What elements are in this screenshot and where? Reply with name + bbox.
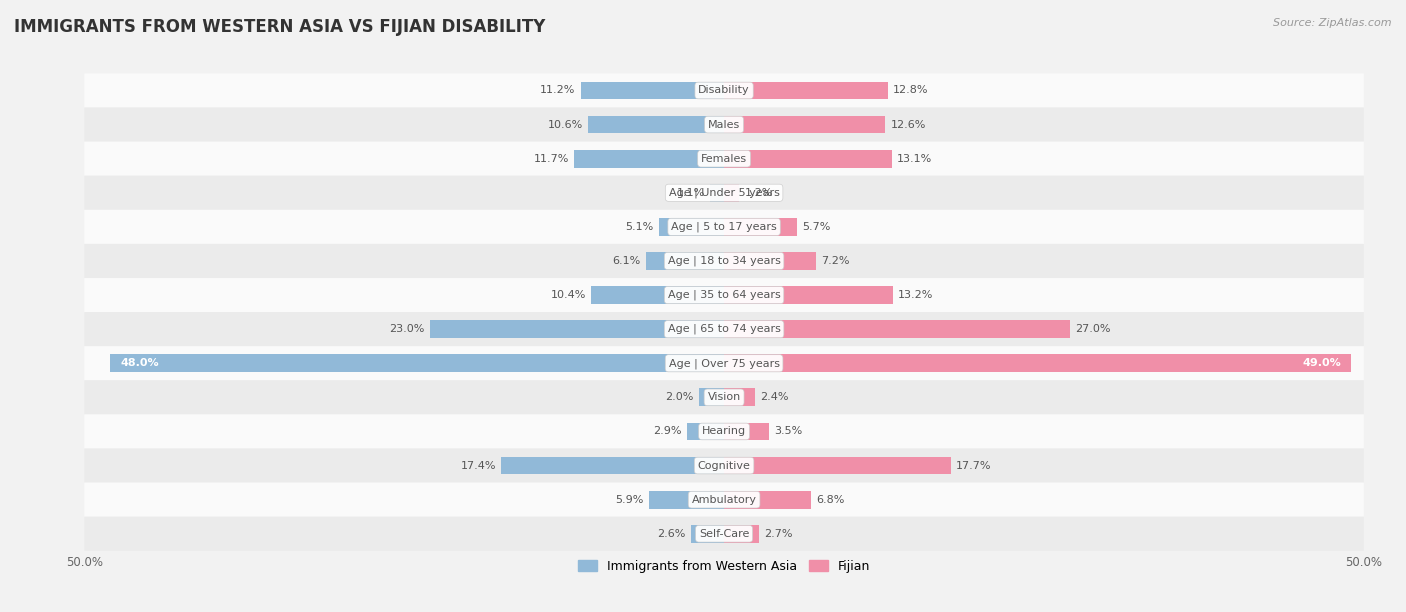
FancyBboxPatch shape [84, 380, 1364, 414]
Text: Age | 35 to 64 years: Age | 35 to 64 years [668, 290, 780, 300]
Bar [659, 218, 724, 236]
Bar [724, 457, 950, 474]
Text: Hearing: Hearing [702, 427, 747, 436]
FancyBboxPatch shape [84, 73, 1364, 108]
Bar [502, 457, 724, 474]
Text: 49.0%: 49.0% [1302, 358, 1341, 368]
Text: 5.9%: 5.9% [614, 494, 644, 505]
Legend: Immigrants from Western Asia, Fijian: Immigrants from Western Asia, Fijian [572, 555, 876, 578]
FancyBboxPatch shape [84, 141, 1364, 176]
Text: 12.6%: 12.6% [890, 119, 925, 130]
Text: Females: Females [702, 154, 747, 163]
FancyBboxPatch shape [84, 517, 1364, 551]
Text: 2.7%: 2.7% [763, 529, 792, 539]
Bar [688, 423, 724, 440]
Bar [699, 389, 724, 406]
Bar [724, 525, 759, 543]
Text: 48.0%: 48.0% [120, 358, 159, 368]
FancyBboxPatch shape [84, 483, 1364, 517]
Bar [724, 184, 740, 201]
Bar [724, 81, 887, 99]
Text: 27.0%: 27.0% [1074, 324, 1111, 334]
Text: 23.0%: 23.0% [389, 324, 425, 334]
Bar [724, 286, 893, 304]
Text: 6.8%: 6.8% [817, 494, 845, 505]
Text: 17.4%: 17.4% [461, 461, 496, 471]
Text: Vision: Vision [707, 392, 741, 402]
Text: IMMIGRANTS FROM WESTERN ASIA VS FIJIAN DISABILITY: IMMIGRANTS FROM WESTERN ASIA VS FIJIAN D… [14, 18, 546, 36]
FancyBboxPatch shape [84, 346, 1364, 380]
Text: 3.5%: 3.5% [773, 427, 803, 436]
Text: Cognitive: Cognitive [697, 461, 751, 471]
Bar [724, 252, 817, 270]
Bar [724, 491, 811, 509]
Bar [591, 286, 724, 304]
Bar [724, 116, 886, 133]
Text: 11.7%: 11.7% [534, 154, 569, 163]
Bar [724, 150, 891, 168]
Text: Age | 65 to 74 years: Age | 65 to 74 years [668, 324, 780, 334]
Text: 1.2%: 1.2% [745, 188, 773, 198]
Text: 6.1%: 6.1% [613, 256, 641, 266]
FancyBboxPatch shape [84, 210, 1364, 244]
Text: Ambulatory: Ambulatory [692, 494, 756, 505]
Text: Disability: Disability [699, 86, 749, 95]
Text: 5.1%: 5.1% [626, 222, 654, 232]
Text: 7.2%: 7.2% [821, 256, 849, 266]
Text: 2.0%: 2.0% [665, 392, 693, 402]
Text: 1.1%: 1.1% [676, 188, 704, 198]
Bar [430, 320, 724, 338]
Bar [724, 320, 1070, 338]
Text: Self-Care: Self-Care [699, 529, 749, 539]
FancyBboxPatch shape [84, 108, 1364, 141]
Text: Males: Males [709, 119, 740, 130]
Bar [710, 184, 724, 201]
Bar [110, 354, 724, 372]
FancyBboxPatch shape [84, 312, 1364, 346]
Text: 17.7%: 17.7% [956, 461, 991, 471]
Bar [690, 525, 724, 543]
Text: 2.4%: 2.4% [759, 392, 789, 402]
Text: 13.2%: 13.2% [898, 290, 934, 300]
FancyBboxPatch shape [84, 449, 1364, 483]
Text: Source: ZipAtlas.com: Source: ZipAtlas.com [1274, 18, 1392, 28]
Text: 13.1%: 13.1% [897, 154, 932, 163]
Bar [589, 116, 724, 133]
Text: Age | 5 to 17 years: Age | 5 to 17 years [671, 222, 778, 232]
Text: 2.9%: 2.9% [654, 427, 682, 436]
Bar [648, 491, 724, 509]
Text: 12.8%: 12.8% [893, 86, 928, 95]
Text: Age | 18 to 34 years: Age | 18 to 34 years [668, 256, 780, 266]
Bar [724, 218, 797, 236]
Text: 5.7%: 5.7% [803, 222, 831, 232]
Bar [575, 150, 724, 168]
Text: Age | Under 5 years: Age | Under 5 years [669, 187, 779, 198]
Text: 2.6%: 2.6% [658, 529, 686, 539]
Bar [645, 252, 724, 270]
Bar [724, 423, 769, 440]
Bar [724, 354, 1351, 372]
Text: 10.6%: 10.6% [548, 119, 583, 130]
FancyBboxPatch shape [84, 278, 1364, 312]
Bar [724, 389, 755, 406]
Text: Age | Over 75 years: Age | Over 75 years [669, 358, 779, 368]
Text: 10.4%: 10.4% [551, 290, 586, 300]
FancyBboxPatch shape [84, 176, 1364, 210]
FancyBboxPatch shape [84, 414, 1364, 449]
FancyBboxPatch shape [84, 244, 1364, 278]
Text: 11.2%: 11.2% [540, 86, 575, 95]
Bar [581, 81, 724, 99]
